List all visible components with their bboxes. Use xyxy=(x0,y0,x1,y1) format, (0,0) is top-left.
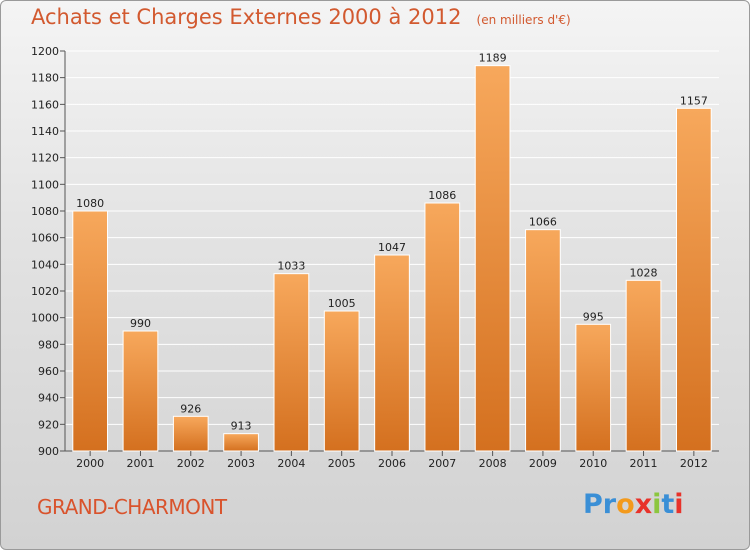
y-tick-label: 920 xyxy=(38,418,59,431)
bar xyxy=(675,107,712,452)
x-axis: 2000 2001 2002 2003 2004 2005 2006 2007 2008 2009… xyxy=(76,451,708,470)
bar-value-label: 1028 xyxy=(630,266,658,279)
bar xyxy=(474,65,511,452)
x-tick-label: 2004 xyxy=(277,457,305,470)
bar-value-label: 1047 xyxy=(378,241,406,254)
bar-value-label: 1066 xyxy=(529,216,557,229)
y-tick-label: 980 xyxy=(38,338,59,351)
bar-value-label: 995 xyxy=(583,310,604,323)
logo-letter: o xyxy=(616,489,635,520)
bar-value-label: 990 xyxy=(130,317,151,330)
bar-value-label: 1086 xyxy=(428,189,456,202)
bar-value-label: 1080 xyxy=(76,197,104,210)
y-tick-label: 1000 xyxy=(31,312,59,325)
bar xyxy=(122,330,159,452)
bar xyxy=(424,202,461,452)
y-tick-label: 1180 xyxy=(31,72,59,85)
y-tick-label: 1100 xyxy=(31,178,59,191)
proxiti-logo: Proxiti xyxy=(583,489,684,520)
x-tick-label: 2011 xyxy=(630,457,658,470)
y-tick-label: 1200 xyxy=(31,45,59,58)
bar-value-label: 1157 xyxy=(680,94,708,107)
bar-value-label: 913 xyxy=(231,420,252,433)
logo-letter: t xyxy=(661,489,675,520)
x-tick-label: 2005 xyxy=(328,457,356,470)
bar-value-label: 1033 xyxy=(277,260,305,273)
x-tick-label: 2009 xyxy=(529,457,557,470)
bar-value-label: 1189 xyxy=(479,52,507,65)
bars xyxy=(72,65,712,452)
bar xyxy=(273,273,310,452)
x-tick-label: 2006 xyxy=(378,457,406,470)
x-tick-label: 2000 xyxy=(76,457,104,470)
logo-letter: x xyxy=(634,489,653,520)
bar xyxy=(374,254,410,452)
x-tick-label: 2002 xyxy=(177,457,205,470)
y-tick-label: 1160 xyxy=(31,98,59,111)
bar xyxy=(72,210,109,452)
bar xyxy=(525,229,561,452)
logo-letter: i xyxy=(652,489,662,520)
logo-letter: i xyxy=(674,489,684,520)
bar xyxy=(575,323,612,452)
x-tick-label: 2007 xyxy=(428,457,456,470)
y-tick-label: 1140 xyxy=(31,125,59,138)
chart-unit: (en milliers d'€) xyxy=(476,13,571,27)
bar xyxy=(323,310,360,452)
logo-letter: P xyxy=(583,489,603,520)
commune-name: GRAND-CHARMONT xyxy=(37,495,227,519)
chart-title: Achats et Charges Externes 2000 à 2012 xyxy=(31,5,462,29)
chart-title-row: Achats et Charges Externes 2000 à 2012 (… xyxy=(31,5,571,29)
bar xyxy=(223,433,259,452)
y-tick-label: 1120 xyxy=(31,152,59,165)
x-tick-label: 2003 xyxy=(227,457,255,470)
data-labels: 1080 990 926 913 1033 1005 1047 1086 1189 1066 995… xyxy=(76,52,708,433)
bar-value-label: 926 xyxy=(180,402,201,415)
y-tick-label: 900 xyxy=(38,445,59,458)
x-tick-label: 2010 xyxy=(579,457,607,470)
y-tick-label: 960 xyxy=(38,365,59,378)
y-tick-label: 1040 xyxy=(31,258,59,271)
bar xyxy=(172,415,209,452)
x-tick-label: 2008 xyxy=(479,457,507,470)
x-tick-label: 2012 xyxy=(680,457,708,470)
bar-value-label: 1005 xyxy=(328,297,356,310)
bar xyxy=(625,279,662,452)
logo-letter: r xyxy=(602,489,617,520)
x-tick-label: 2001 xyxy=(126,457,154,470)
y-tick-label: 1020 xyxy=(31,285,59,298)
y-tick-label: 1060 xyxy=(31,232,59,245)
y-tick-label: 1080 xyxy=(31,205,59,218)
y-tick-label: 940 xyxy=(38,392,59,405)
